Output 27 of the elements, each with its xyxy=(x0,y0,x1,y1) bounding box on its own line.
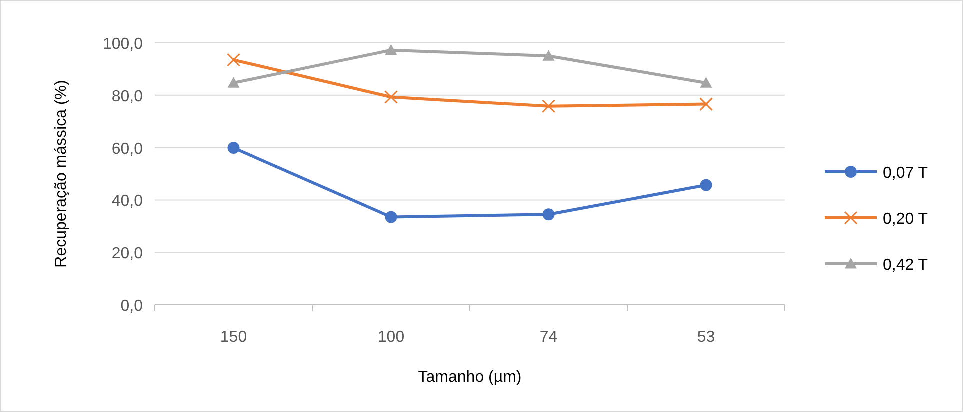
x-tick-label: 53 xyxy=(697,329,716,346)
x-tick-label: 74 xyxy=(540,329,558,346)
point xyxy=(228,77,240,88)
y-axis-title: Recuperação mássica (%) xyxy=(53,80,70,268)
y-tick-label: 0,0 xyxy=(120,298,144,315)
x-tick-label: 150 xyxy=(220,329,248,346)
point xyxy=(700,77,712,88)
y-tick-label: 40,0 xyxy=(112,193,144,210)
point xyxy=(385,44,398,56)
x-axis-title: Tamanho (µm) xyxy=(418,369,522,386)
point xyxy=(385,211,398,224)
y-tick-label: 20,0 xyxy=(112,246,144,263)
point xyxy=(384,90,398,104)
point xyxy=(542,100,556,114)
y-tick-label: 80,0 xyxy=(112,88,144,106)
x-tick-label: 100 xyxy=(378,329,405,346)
legend-label: 0,07 T xyxy=(883,165,928,182)
legend-label: 0,20 T xyxy=(883,211,928,228)
y-tick-label: 60,0 xyxy=(112,140,144,158)
point xyxy=(228,142,240,154)
y-tick-label: 100,0 xyxy=(102,36,144,53)
point xyxy=(542,208,555,221)
point xyxy=(227,53,240,67)
point xyxy=(700,179,712,192)
point xyxy=(700,98,713,112)
point xyxy=(542,50,555,61)
legend-label: 0,42 T xyxy=(883,257,928,274)
